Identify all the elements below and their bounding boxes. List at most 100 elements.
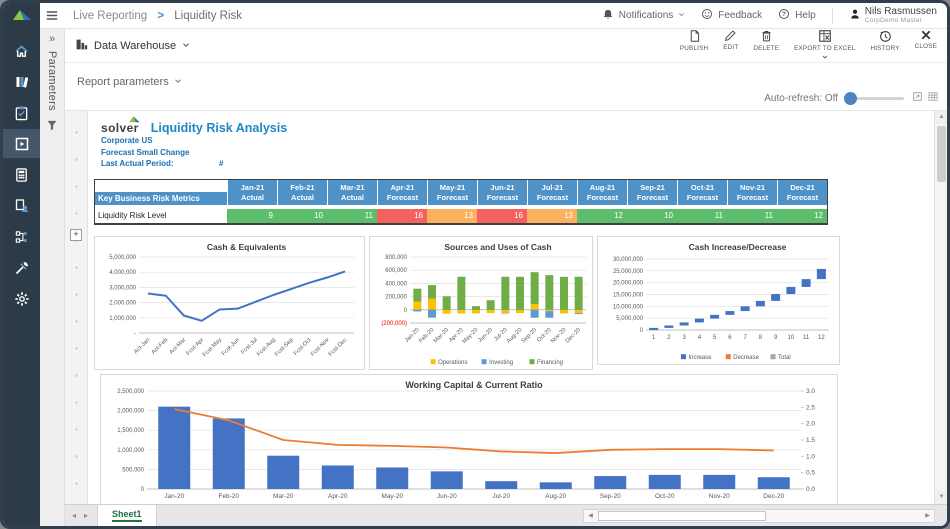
hamburger-menu-button[interactable] <box>45 9 59 22</box>
svg-text:0.5: 0.5 <box>806 469 815 476</box>
svg-text:?: ? <box>782 11 786 18</box>
horizontal-scrollbar[interactable]: ◀ ▶ <box>583 508 935 523</box>
breadcrumb-section[interactable]: Live Reporting <box>73 9 148 22</box>
risk-value-cell: 16 <box>377 208 427 223</box>
svg-text:Act-Jan: Act-Jan <box>133 337 151 355</box>
feedback-button[interactable]: Feedback <box>701 8 762 23</box>
svg-text:10: 10 <box>788 335 795 341</box>
risk-value-cell: 11 <box>327 208 377 223</box>
vertical-scrollbar[interactable]: ▲ ▼ <box>934 111 947 504</box>
sidebar-item-data-transfer[interactable] <box>3 191 40 220</box>
risk-value-cell: 11 <box>727 208 777 223</box>
sidebar-item-calculator[interactable] <box>3 160 40 189</box>
risk-value-cell: 13 <box>527 208 577 223</box>
sidebar-item-library[interactable] <box>3 67 40 96</box>
vertical-scroll-thumb[interactable] <box>937 126 946 182</box>
report-scenario: Forecast Small Change <box>101 147 190 157</box>
svg-text:Sep-20: Sep-20 <box>521 327 538 344</box>
export-to-excel-button[interactable]: EXPORT TO EXCEL <box>794 29 855 62</box>
svg-text:2.5: 2.5 <box>806 404 815 411</box>
scroll-down-arrow[interactable]: ▼ <box>935 491 947 504</box>
svg-text:Dec-20: Dec-20 <box>763 493 784 500</box>
breadcrumb: Live Reporting > Liquidity Risk <box>73 10 242 22</box>
cash-increase-decrease-chart: 0 5,000,000 10,000,000 15,000,000 20,000,000… <box>613 242 829 361</box>
svg-text:Total: Total <box>778 355 791 361</box>
svg-text:Aug-20: Aug-20 <box>506 327 523 344</box>
user-role: CorpDemo Master <box>864 16 923 24</box>
svg-text:Sep-20: Sep-20 <box>600 493 621 500</box>
table-title-cell: Key Business Risk Metrics <box>95 179 227 205</box>
report-viewport: + solver Liquidity Risk Analysis <box>65 111 947 504</box>
notifications-button[interactable]: Notifications <box>602 8 685 24</box>
tab-scroll-left-arrow[interactable]: ◂ <box>72 511 77 520</box>
help-button[interactable]: ? Help <box>778 8 816 23</box>
svg-text:12: 12 <box>818 335 825 341</box>
user-menu[interactable]: Nils Rasmussen CorpDemo Master <box>849 6 937 25</box>
sidebar-item-report-viewer[interactable] <box>3 129 40 158</box>
svg-text:Jun-20: Jun-20 <box>437 493 457 500</box>
close-button[interactable]: CLOSE <box>915 29 937 50</box>
svg-text:3,000,000: 3,000,000 <box>109 285 136 291</box>
scroll-right-arrow[interactable]: ▶ <box>925 513 930 519</box>
edit-button[interactable]: EDIT <box>723 29 738 51</box>
sidebar-item-home[interactable] <box>3 36 40 65</box>
slider-knob[interactable] <box>844 91 857 105</box>
checklist-icon <box>14 105 29 121</box>
risk-value-cell: 10 <box>627 208 677 223</box>
sidebar-item-hierarchy[interactable] <box>3 222 40 251</box>
filter-icon[interactable] <box>46 118 58 136</box>
publish-button[interactable]: PUBLISH <box>680 29 708 52</box>
column-header: Oct-21 Forecast <box>677 179 727 205</box>
history-button[interactable]: HISTORY <box>870 29 899 52</box>
sidebar-item-settings[interactable] <box>3 284 40 313</box>
svg-text:Aug-20: Aug-20 <box>545 493 566 500</box>
svg-text:3.0: 3.0 <box>806 388 815 395</box>
settings-icon <box>14 291 30 307</box>
scroll-left-arrow[interactable]: ◀ <box>588 513 593 519</box>
risk-value-cell: 12 <box>777 208 827 223</box>
warehouse-icon <box>75 38 88 54</box>
horizontal-scroll-thumb[interactable] <box>598 510 766 521</box>
svg-text:10,000,000: 10,000,000 <box>613 304 644 310</box>
grid-view-icon[interactable] <box>927 91 939 105</box>
data-source-selector[interactable]: Data Warehouse <box>75 38 190 54</box>
svg-text:2: 2 <box>667 335 671 341</box>
outline-gutter: + <box>65 111 88 504</box>
sidebar-item-checklist[interactable] <box>3 98 40 127</box>
delete-button[interactable]: DELETE <box>753 29 779 52</box>
report-canvas: solver Liquidity Risk Analysis Corporate… <box>88 111 934 504</box>
svg-text:6: 6 <box>728 335 732 341</box>
sidebar <box>3 3 40 526</box>
expand-group-button[interactable]: + <box>70 229 82 241</box>
tab-scroll-right-arrow[interactable]: ▸ <box>84 511 89 520</box>
report-parameters-toggle[interactable]: Report parameters <box>77 76 182 88</box>
svg-text:1: 1 <box>652 335 656 341</box>
auto-refresh-control: Auto-refresh: Off <box>764 91 939 105</box>
chevron-down-icon <box>822 54 828 62</box>
home-icon <box>13 43 30 59</box>
svg-text:1,000,000: 1,000,000 <box>109 315 136 321</box>
chevron-down-icon <box>678 10 685 21</box>
svg-text:800,000: 800,000 <box>385 255 407 261</box>
svg-text:5,000,000: 5,000,000 <box>109 255 136 261</box>
sidebar-item-tools[interactable] <box>3 253 40 282</box>
auto-refresh-slider[interactable] <box>844 91 904 105</box>
solver-logo-icon[interactable] <box>11 8 33 26</box>
svg-text:200,000: 200,000 <box>385 294 407 300</box>
expand-panel-button[interactable]: » <box>48 33 56 45</box>
svg-text:Cash & Equivalents: Cash & Equivalents <box>207 242 287 252</box>
popout-icon[interactable] <box>912 91 923 105</box>
scroll-up-arrow[interactable]: ▲ <box>935 111 947 124</box>
row-label: Liquidity Risk Level <box>98 210 167 220</box>
report-viewer-icon <box>14 136 30 152</box>
sources-uses-panel: (200,000) 0 200,000 400,000 600,000 800,000 So… <box>369 235 593 370</box>
svg-text:0: 0 <box>141 487 145 493</box>
publish-icon <box>688 29 701 43</box>
svg-text:Feb-20: Feb-20 <box>218 493 239 500</box>
sheet-tab[interactable]: Sheet1 <box>97 505 157 526</box>
svg-text:7: 7 <box>743 335 747 341</box>
risk-value-cell: 13 <box>427 208 477 223</box>
svg-text:Jul-20: Jul-20 <box>492 493 510 500</box>
working-capital-chart: 0 500,000 1,000,000 1,500,000 2,000,000 2,500… <box>117 380 815 500</box>
svg-text:Fcst-Dec: Fcst-Dec <box>328 337 349 358</box>
